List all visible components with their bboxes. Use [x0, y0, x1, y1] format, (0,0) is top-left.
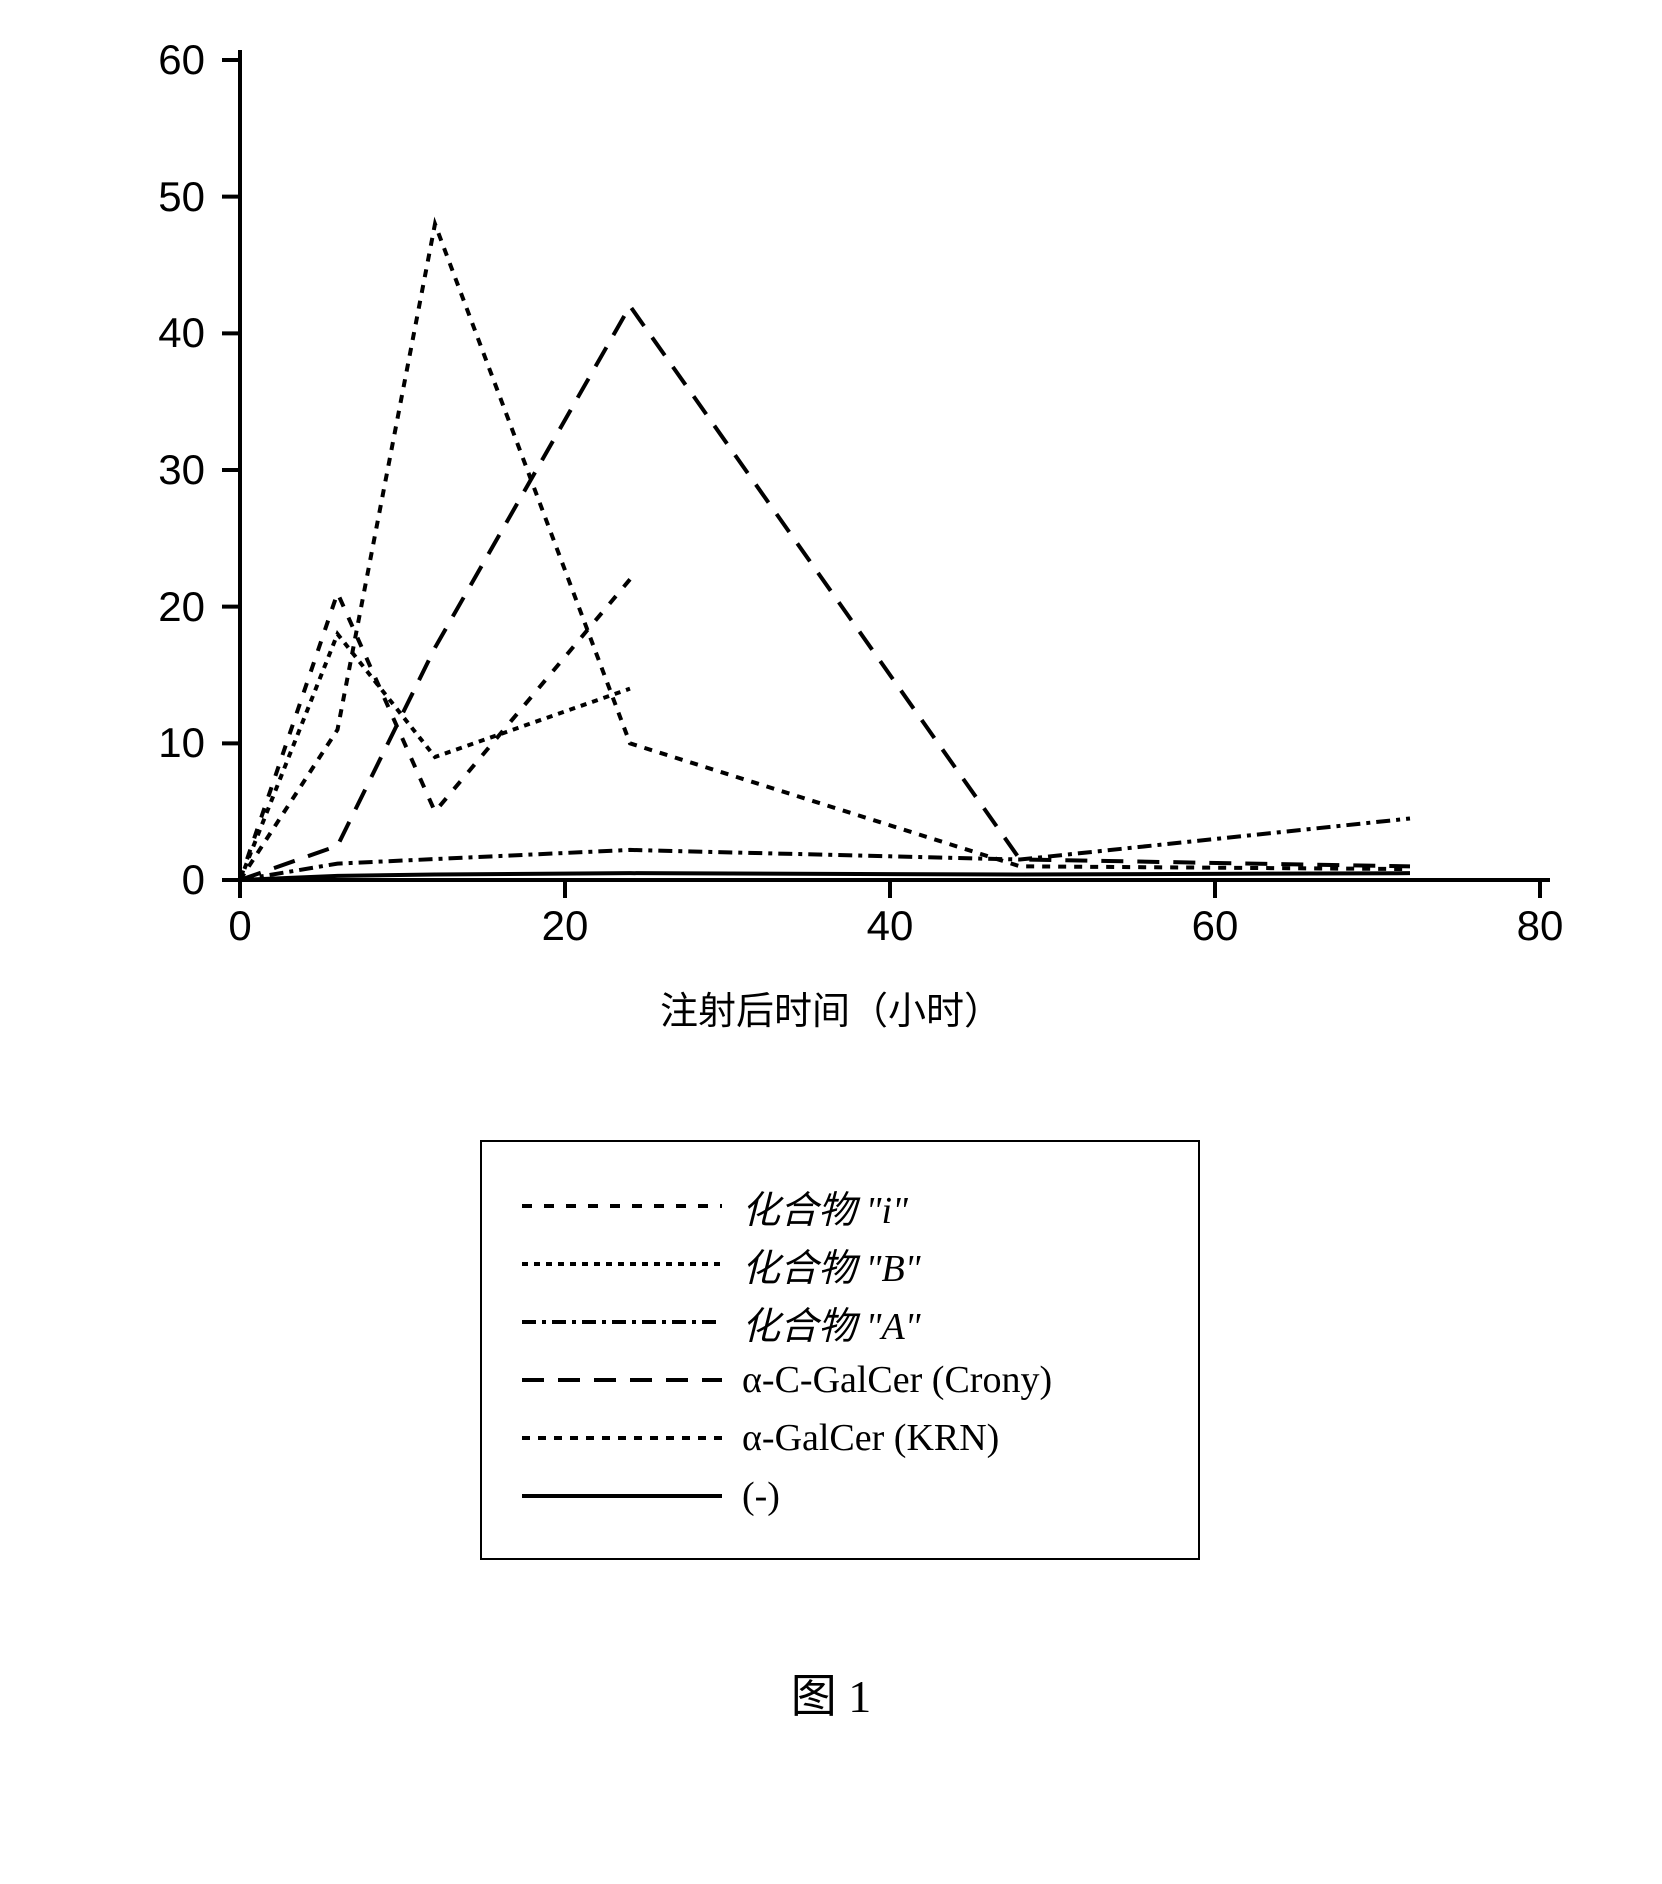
legend-label: α-C-GalCer (Crony) — [742, 1358, 1052, 1402]
y-tick-label: 30 — [145, 446, 205, 494]
legend-swatch-compound_i — [522, 1191, 722, 1221]
legend-item-compound_A: 化合物 "A" — [522, 1293, 1158, 1351]
x-tick-label: 60 — [1185, 902, 1245, 950]
series-alpha_c_galcer — [240, 306, 1410, 880]
y-tick-label: 10 — [145, 719, 205, 767]
series-alpha_galcer — [240, 224, 1410, 880]
legend-item-compound_i: 化合物 "i" — [522, 1177, 1158, 1235]
legend-label: 化合物 "i" — [742, 1179, 908, 1234]
legend-label: 化合物 "B" — [742, 1237, 921, 1292]
x-tick-label: 80 — [1510, 902, 1570, 950]
legend-item-compound_B: 化合物 "B" — [522, 1235, 1158, 1293]
y-tick-label: 20 — [145, 583, 205, 631]
legend-item-alpha_galcer: α-GalCer (KRN) — [522, 1409, 1158, 1467]
legend-swatch-negative — [522, 1481, 722, 1511]
legend-swatch-alpha_galcer — [522, 1423, 722, 1453]
series-compound_B — [240, 634, 630, 880]
chart-container: 0102030405060 020406080 — [80, 40, 1580, 940]
series-compound_A — [240, 819, 1410, 881]
figure-caption: 图 1 — [791, 1660, 872, 1726]
y-tick-label: 60 — [145, 36, 205, 84]
legend-label: (-) — [742, 1474, 780, 1518]
y-tick-label: 0 — [145, 856, 205, 904]
chart-svg — [80, 40, 1580, 940]
legend-label: α-GalCer (KRN) — [742, 1416, 999, 1460]
legend-box: 化合物 "i"化合物 "B"化合物 "A" α-C-GalCer (Crony) α… — [480, 1140, 1200, 1560]
legend-item-negative: (-) — [522, 1467, 1158, 1525]
legend-swatch-alpha_c_galcer — [522, 1365, 722, 1395]
x-axis-label: 注射后时间（小时） — [660, 980, 1002, 1035]
legend-swatch-compound_A — [522, 1307, 722, 1337]
y-tick-label: 40 — [145, 309, 205, 357]
x-tick-label: 40 — [860, 902, 920, 950]
legend-label: 化合物 "A" — [742, 1295, 921, 1350]
y-tick-label: 50 — [145, 173, 205, 221]
x-tick-label: 0 — [210, 902, 270, 950]
legend-swatch-compound_B — [522, 1249, 722, 1279]
legend-item-alpha_c_galcer: α-C-GalCer (Crony) — [522, 1351, 1158, 1409]
x-tick-label: 20 — [535, 902, 595, 950]
